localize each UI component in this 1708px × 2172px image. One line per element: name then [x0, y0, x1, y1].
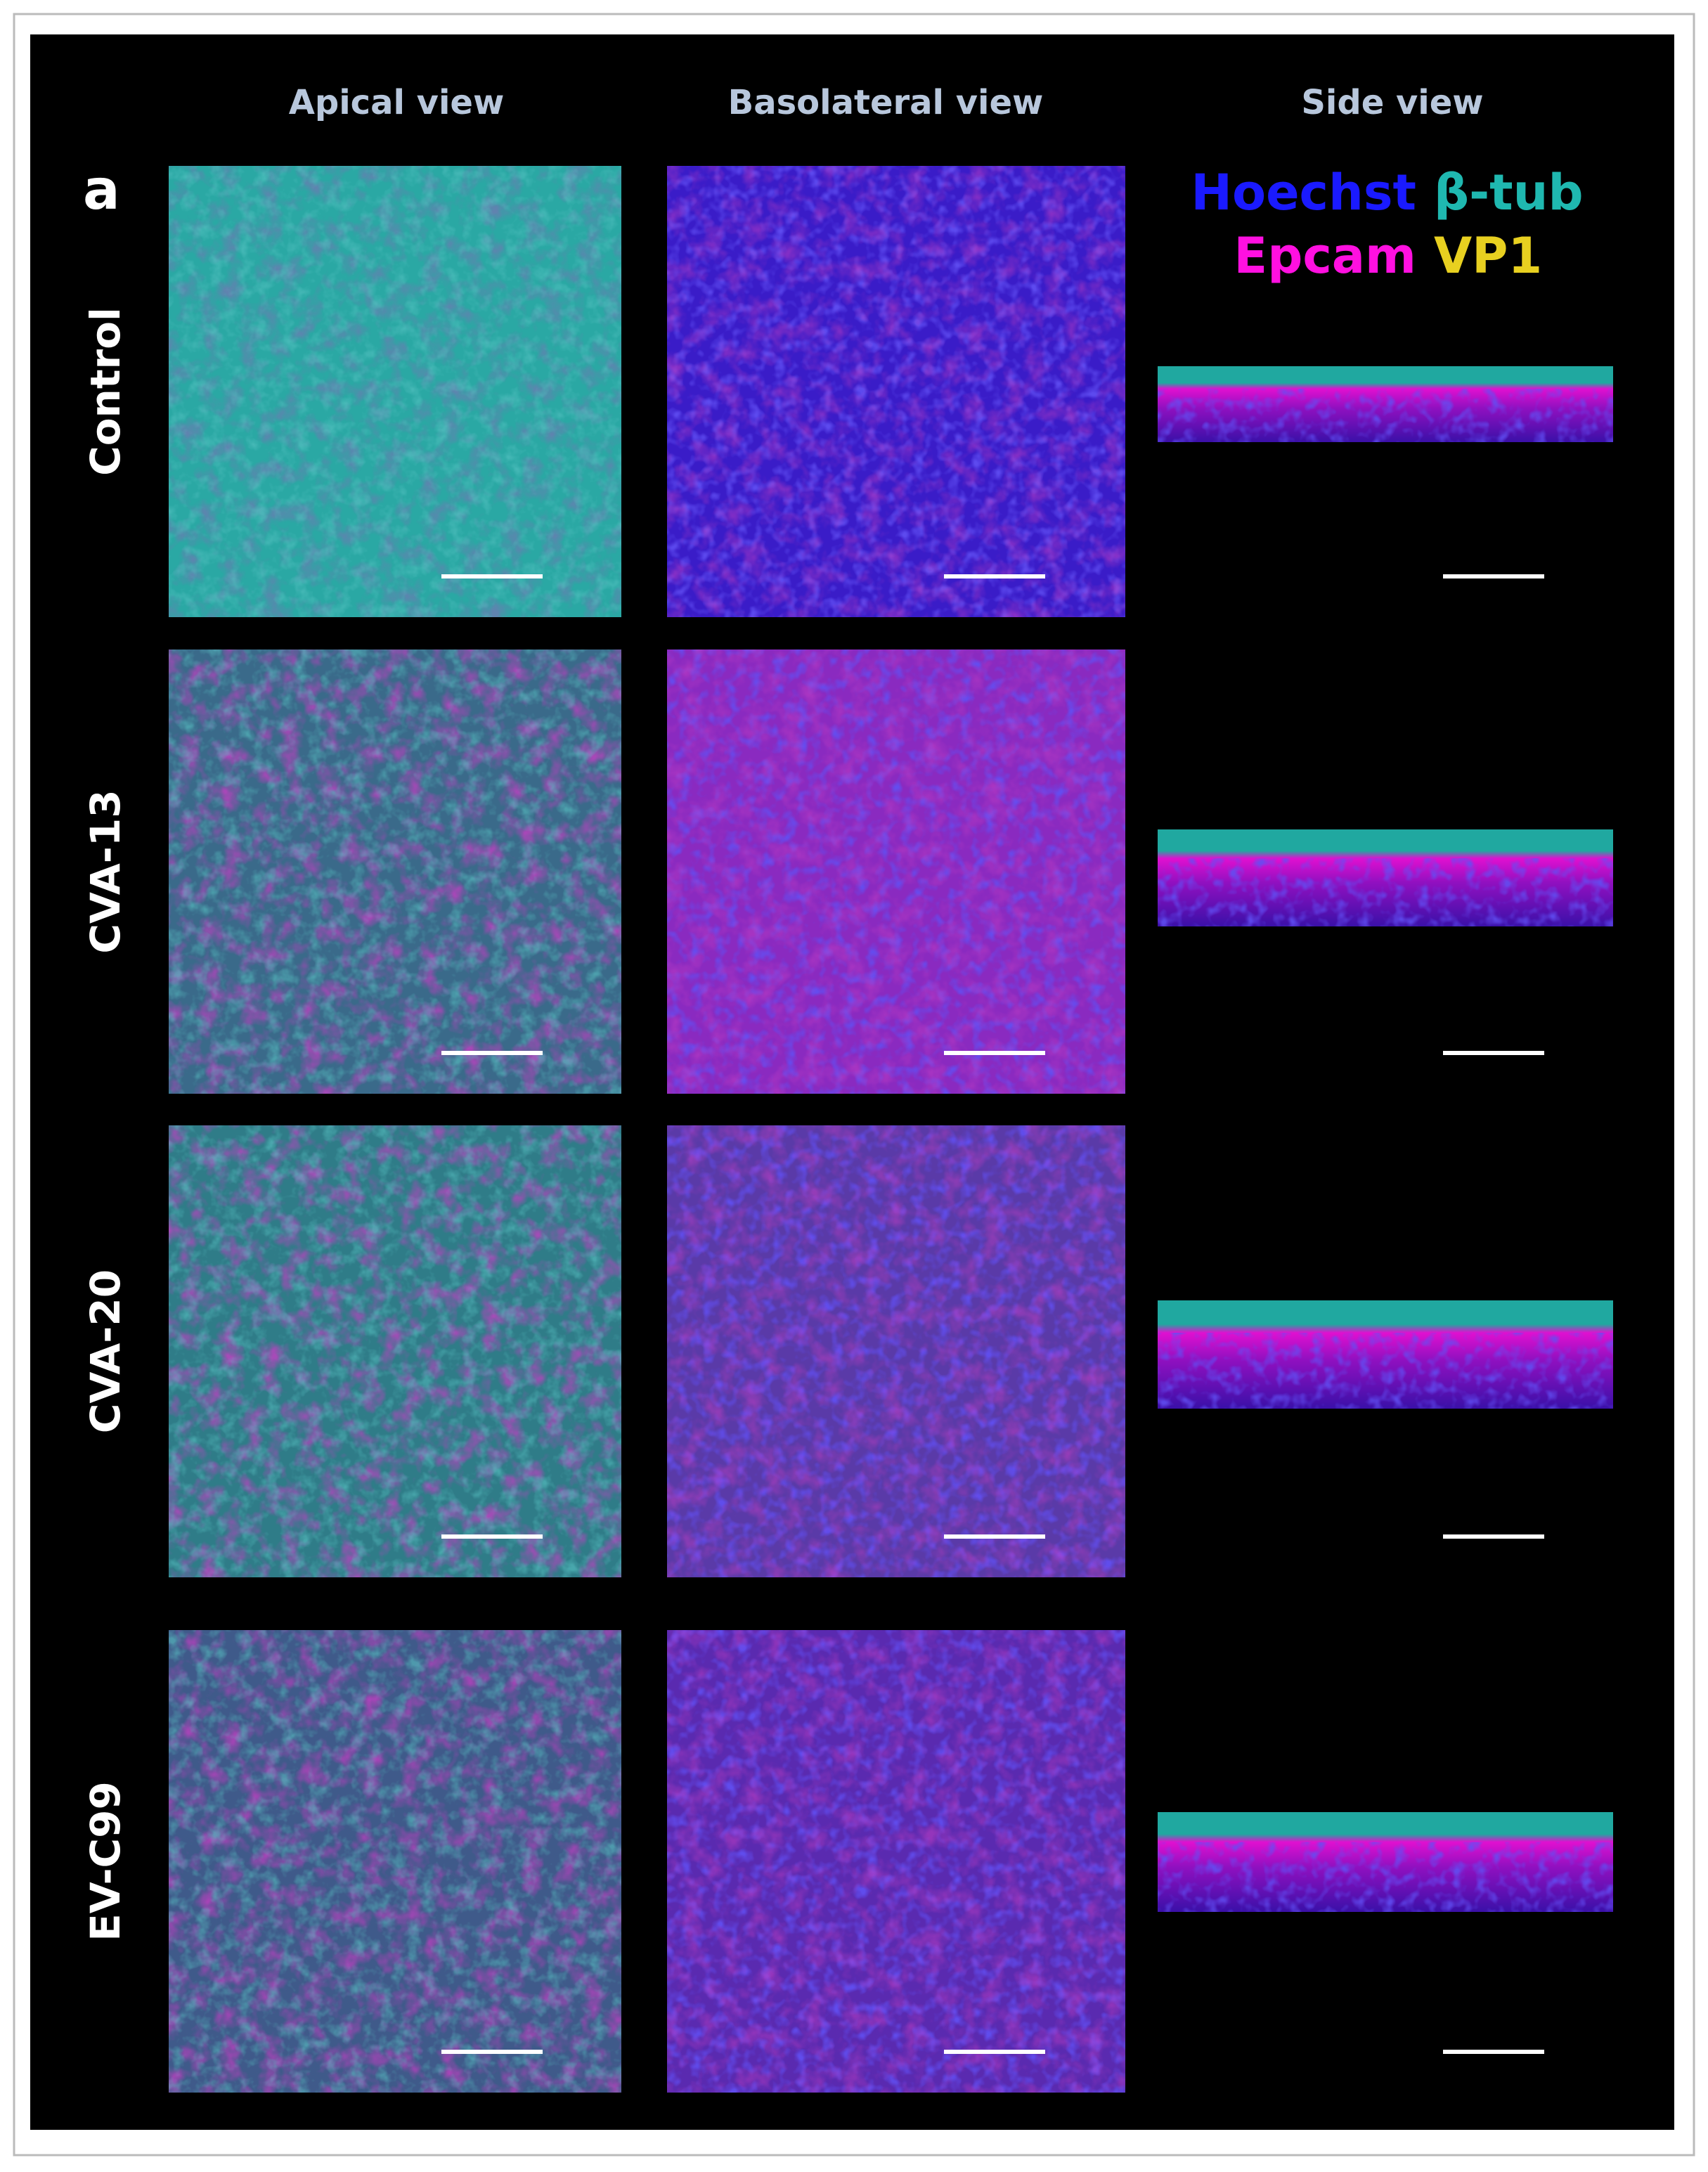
basolateral-texture: [667, 649, 1125, 1094]
apical-texture: [169, 649, 621, 1094]
row-label: CVA-13: [82, 789, 129, 953]
column-header: Side view: [1301, 83, 1483, 122]
row-label: Control: [82, 307, 129, 476]
legend-entry: VP1: [1434, 227, 1542, 285]
apical-texture: [169, 1125, 621, 1577]
basolateral-texture: [667, 1125, 1125, 1577]
side-texture: [1158, 1842, 1613, 1912]
side-texture: [1158, 389, 1613, 442]
apical-texture: [169, 1630, 621, 2093]
side-texture: [1158, 1333, 1613, 1409]
column-header: Apical view: [289, 83, 505, 122]
legend-entry: Hoechst: [1191, 164, 1416, 221]
basolateral-texture: [667, 1630, 1125, 2093]
row-label: CVA-20: [82, 1269, 129, 1433]
side-texture: [1158, 858, 1613, 926]
legend-entry: β-tub: [1434, 164, 1584, 221]
column-header: Basolateral view: [728, 83, 1044, 122]
row-label: EV-C99: [82, 1781, 129, 1941]
basolateral-texture: [667, 166, 1125, 617]
apical-texture: [169, 166, 621, 617]
legend-line: Hoechst: [1191, 164, 1416, 221]
panel-label: a: [83, 159, 120, 222]
legend-entry: Epcam: [1234, 227, 1416, 285]
image-grid: Control CVA-13 CVA-20 EV-C99: [82, 166, 1613, 2093]
